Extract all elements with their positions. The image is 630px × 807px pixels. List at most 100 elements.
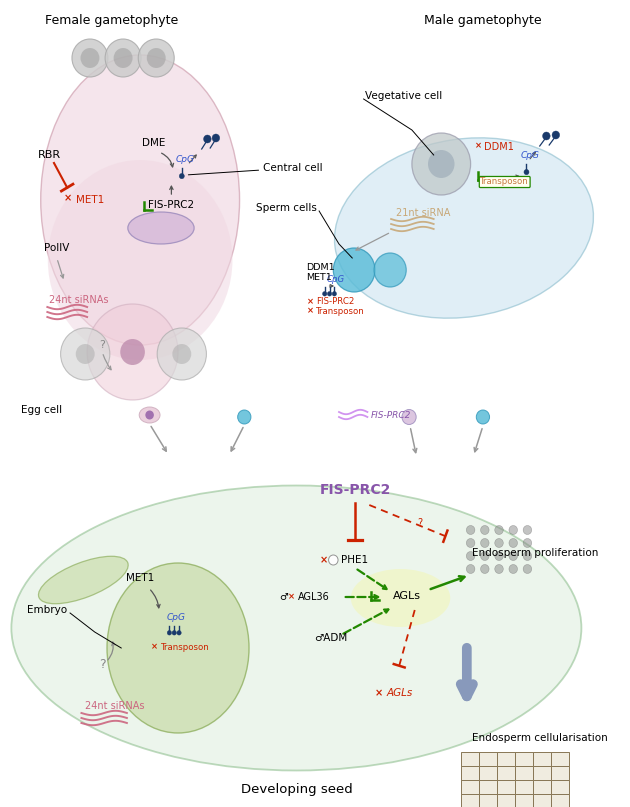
Circle shape — [147, 48, 166, 68]
Text: Sperm cells: Sperm cells — [256, 203, 318, 213]
Ellipse shape — [38, 556, 128, 604]
Text: Transposon: Transposon — [480, 178, 529, 186]
Circle shape — [523, 525, 532, 534]
Circle shape — [481, 551, 489, 561]
Text: Transposon: Transposon — [316, 307, 365, 316]
Text: Female gametophyte: Female gametophyte — [45, 14, 178, 27]
Text: MET1: MET1 — [306, 274, 331, 282]
Circle shape — [146, 411, 154, 420]
Text: Central cell: Central cell — [263, 163, 323, 173]
Circle shape — [328, 291, 331, 296]
Circle shape — [542, 132, 550, 140]
Circle shape — [138, 39, 175, 77]
Text: AGLs: AGLs — [393, 591, 421, 601]
Circle shape — [428, 150, 454, 178]
Circle shape — [402, 409, 416, 424]
Bar — [461, 794, 479, 807]
Text: FIS-PRC2: FIS-PRC2 — [319, 483, 391, 497]
Ellipse shape — [335, 138, 593, 318]
Circle shape — [523, 538, 532, 547]
Ellipse shape — [128, 212, 194, 244]
Circle shape — [203, 135, 211, 143]
Text: ♂ADM: ♂ADM — [314, 633, 348, 643]
Circle shape — [167, 630, 171, 635]
Text: ×: × — [375, 688, 383, 698]
Circle shape — [481, 538, 489, 547]
Bar — [497, 780, 515, 794]
Circle shape — [238, 410, 251, 424]
Ellipse shape — [48, 160, 232, 360]
Circle shape — [466, 565, 475, 574]
Bar — [461, 752, 479, 766]
Bar — [533, 780, 551, 794]
Text: 24nt siRNAs: 24nt siRNAs — [85, 701, 145, 711]
Text: Endosperm proliferation: Endosperm proliferation — [472, 548, 598, 558]
Text: DDM1: DDM1 — [306, 264, 335, 273]
Circle shape — [509, 565, 517, 574]
Bar — [533, 794, 551, 807]
Text: RBR: RBR — [38, 150, 61, 160]
Circle shape — [476, 410, 490, 424]
Circle shape — [177, 630, 181, 635]
Circle shape — [495, 565, 503, 574]
Text: Endosperm cellularisation: Endosperm cellularisation — [472, 733, 607, 743]
Text: AGL36: AGL36 — [298, 592, 330, 602]
Circle shape — [332, 291, 336, 296]
Bar — [461, 766, 479, 780]
Circle shape — [333, 248, 375, 292]
Circle shape — [120, 339, 145, 365]
Bar — [551, 780, 569, 794]
Circle shape — [495, 525, 503, 534]
Circle shape — [466, 538, 475, 547]
Circle shape — [60, 328, 110, 380]
Circle shape — [113, 48, 132, 68]
Bar — [479, 780, 497, 794]
Bar — [515, 794, 533, 807]
Circle shape — [76, 344, 94, 364]
Text: Embryo: Embryo — [26, 605, 67, 615]
Text: ×: × — [320, 555, 328, 565]
Text: ×: × — [474, 141, 482, 150]
Text: Developing seed: Developing seed — [241, 784, 352, 797]
Circle shape — [172, 630, 176, 635]
Bar — [479, 766, 497, 780]
Bar — [551, 752, 569, 766]
Circle shape — [481, 525, 489, 534]
Circle shape — [87, 304, 178, 400]
Circle shape — [495, 551, 503, 561]
Text: FIS-PRC2: FIS-PRC2 — [148, 200, 195, 210]
Bar — [479, 794, 497, 807]
Text: ?: ? — [99, 659, 106, 671]
Text: 21nt siRNA: 21nt siRNA — [396, 208, 450, 218]
Circle shape — [509, 538, 517, 547]
Text: CpG: CpG — [176, 156, 195, 165]
Text: AGLs: AGLs — [386, 688, 413, 698]
Circle shape — [158, 328, 207, 380]
Circle shape — [180, 174, 185, 179]
Ellipse shape — [351, 569, 450, 627]
Ellipse shape — [107, 563, 249, 733]
Circle shape — [509, 551, 517, 561]
Circle shape — [173, 344, 192, 364]
Circle shape — [466, 525, 475, 534]
Circle shape — [72, 39, 108, 77]
Text: CpG: CpG — [521, 152, 540, 161]
Text: PHE1: PHE1 — [341, 555, 368, 565]
Text: CpG: CpG — [166, 613, 186, 622]
Text: Egg cell: Egg cell — [21, 405, 62, 415]
Text: ×: × — [288, 592, 295, 601]
Bar — [515, 766, 533, 780]
Text: ?: ? — [417, 518, 422, 528]
Circle shape — [509, 525, 517, 534]
Text: ×: × — [307, 307, 314, 316]
Circle shape — [466, 551, 475, 561]
Text: Transposon: Transposon — [161, 642, 210, 651]
Text: DME: DME — [142, 138, 165, 148]
Circle shape — [105, 39, 141, 77]
Circle shape — [412, 133, 471, 195]
Text: DDM1: DDM1 — [484, 142, 513, 152]
Text: MET1: MET1 — [76, 195, 104, 205]
Text: PollV: PollV — [43, 243, 69, 253]
Bar — [479, 752, 497, 766]
Bar — [497, 766, 515, 780]
